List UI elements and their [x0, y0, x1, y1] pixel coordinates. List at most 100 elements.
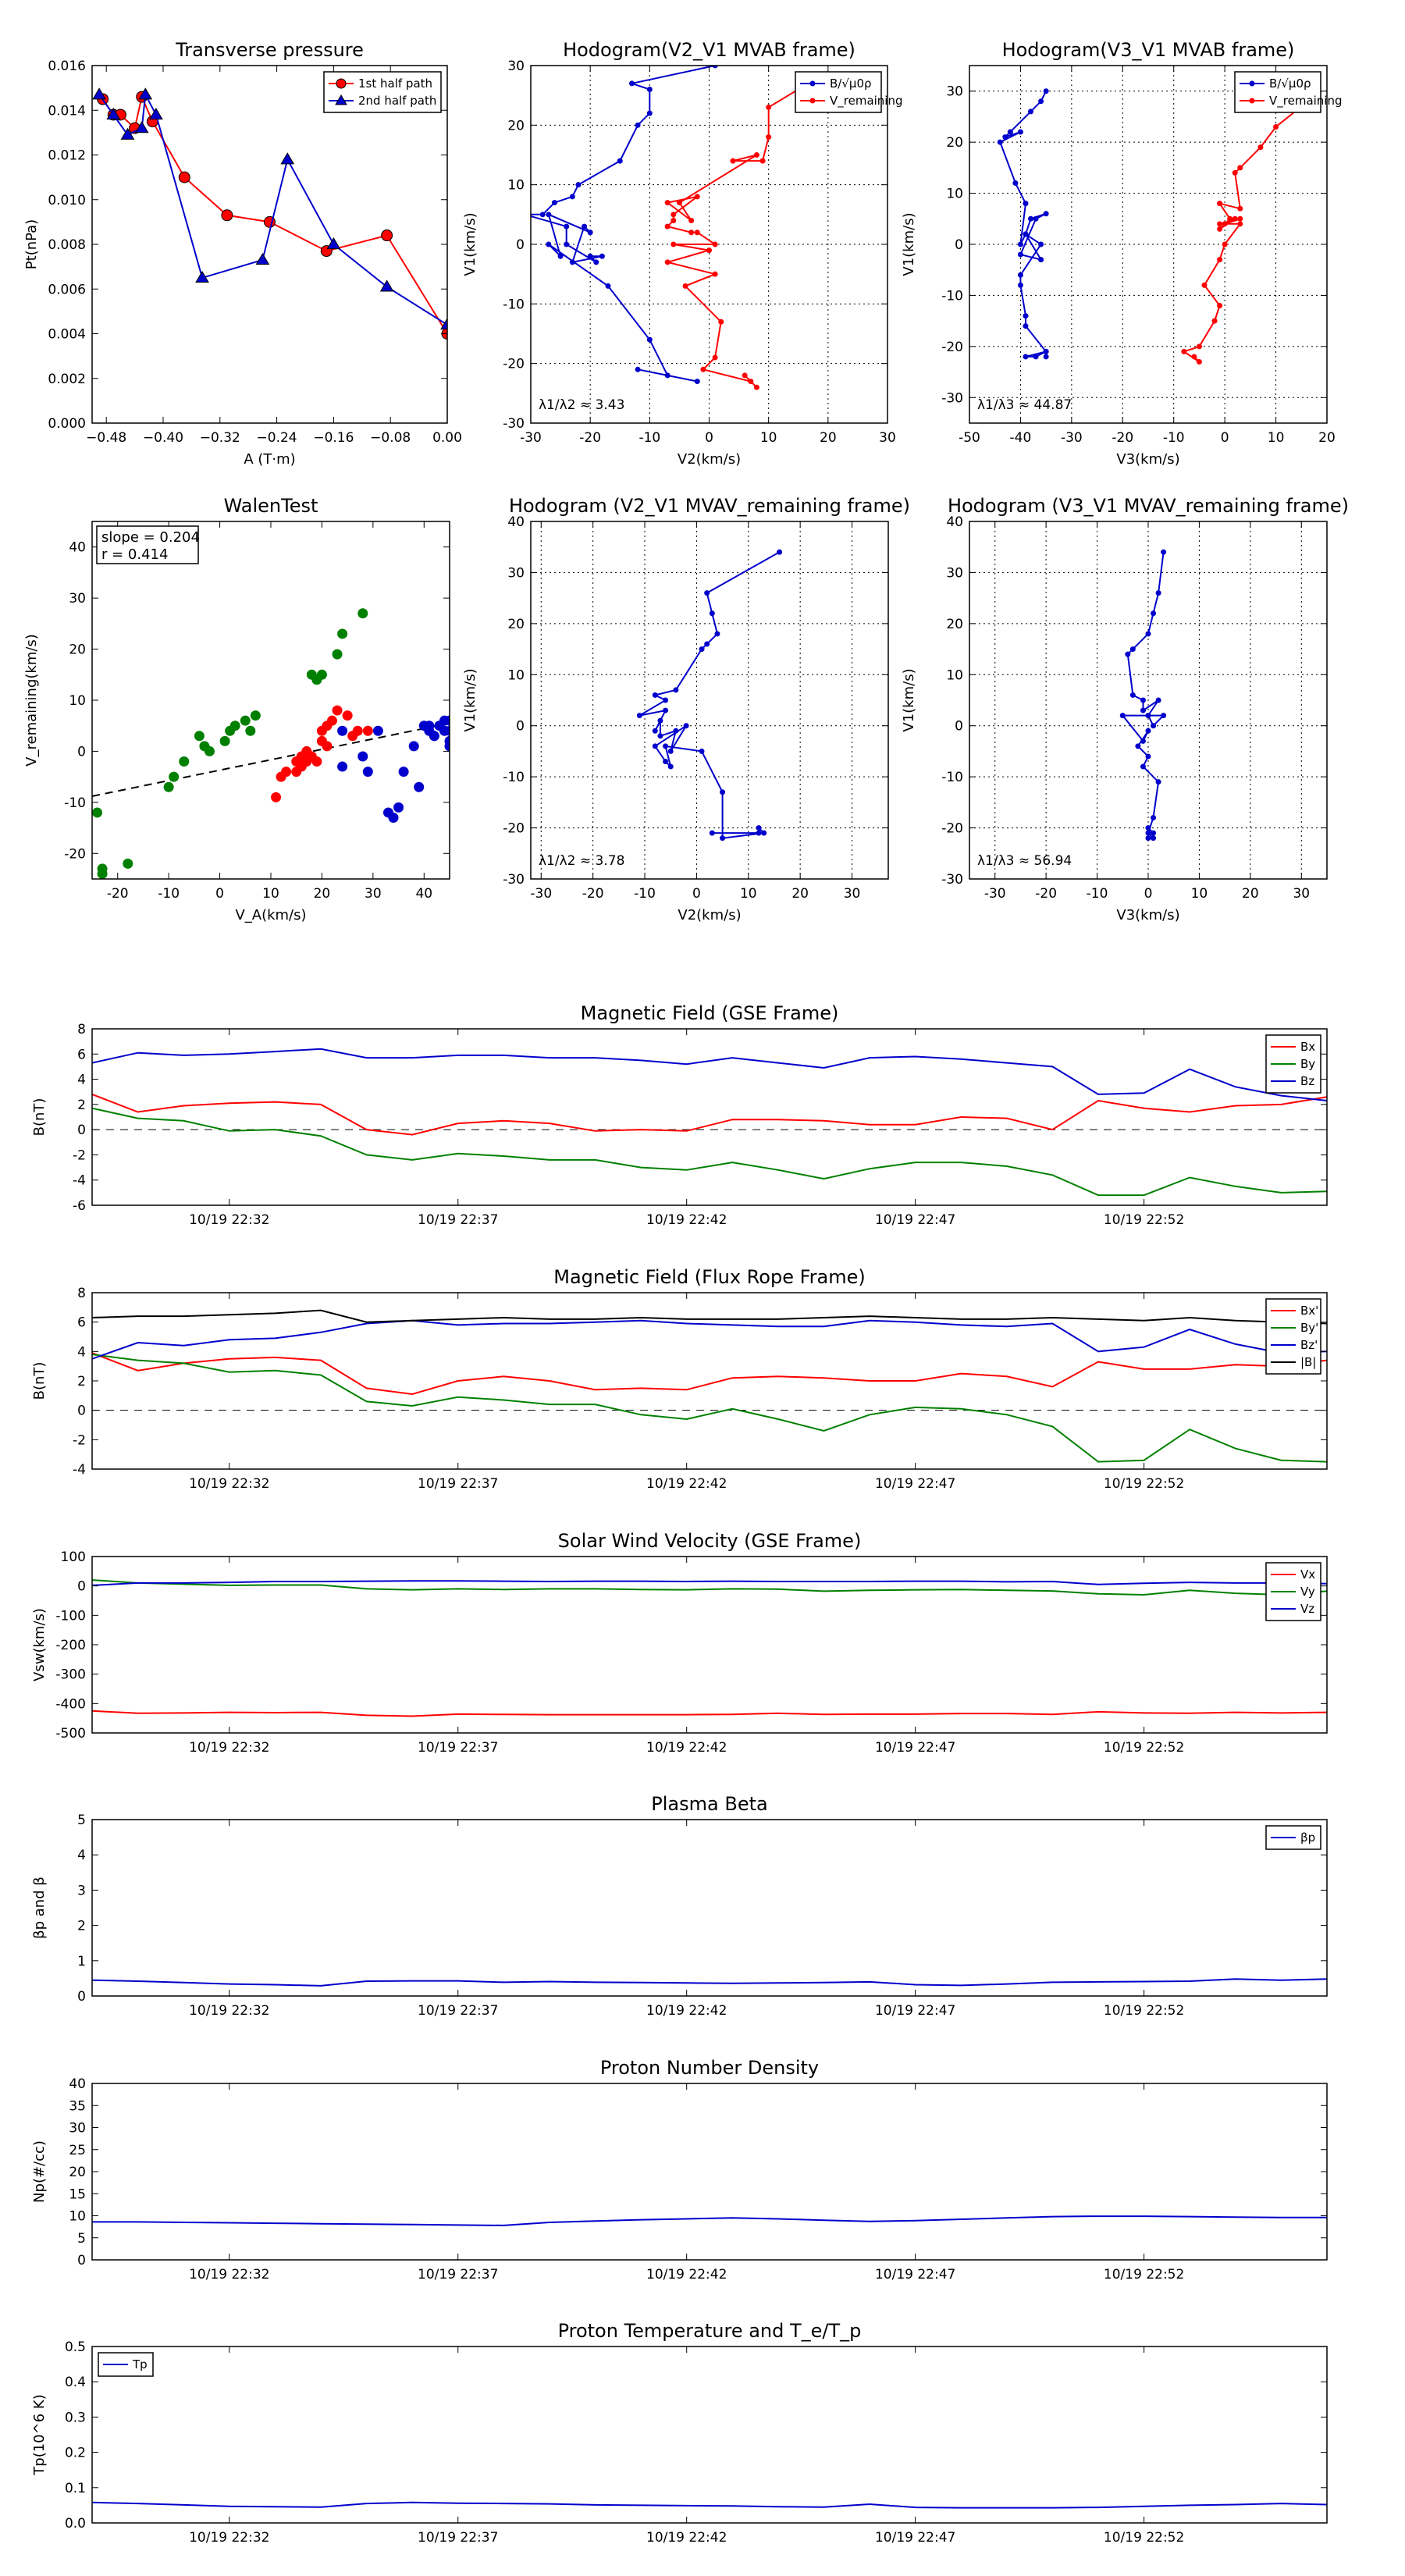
x-tick-label: 10/19 22:42: [646, 2003, 727, 2019]
data-point: [1237, 165, 1243, 171]
x-tick-label: -30: [1061, 430, 1083, 446]
series-line: [92, 1710, 1327, 1717]
x-tick-label: -30: [984, 886, 1006, 902]
legend-entry: V_remaining: [1240, 94, 1343, 109]
data-point: [178, 171, 190, 183]
data-point: [134, 121, 149, 133]
x-tick-label: 10/19 22:52: [1104, 2267, 1184, 2282]
y-tick-label: -20: [941, 821, 963, 837]
series-0: [92, 608, 368, 879]
x-tick-label: -20: [579, 430, 601, 446]
y-tick-label: 10: [69, 693, 86, 709]
series-line: [92, 2215, 1327, 2226]
data-point: [599, 253, 605, 259]
series-line: [664, 88, 799, 388]
data-point: [271, 792, 282, 802]
series-line: [98, 91, 447, 326]
y-tick-label: 10: [946, 667, 963, 683]
y-tick-label: 10: [507, 178, 525, 194]
series-Vy: [92, 1579, 1327, 1596]
y-tick-label: 0: [77, 1123, 86, 1138]
annotation-text: λ1/λ3 ≈ 56.94: [977, 853, 1072, 869]
plot-frame: [91, 65, 448, 424]
series-βp: [92, 1978, 1327, 1987]
data-point: [1237, 221, 1243, 227]
data-point: [1145, 835, 1151, 841]
series-Bx: [92, 1093, 1327, 1136]
legend-entry: V_remaining: [800, 94, 903, 109]
y-tick-label: 40: [69, 2076, 86, 2092]
data-point: [1033, 354, 1039, 360]
plot-area: [92, 1978, 1327, 1987]
y-axis-label: Pt(nPa): [23, 219, 40, 269]
data-point: [997, 139, 1003, 145]
data-point: [1140, 697, 1146, 703]
data-point: [646, 336, 653, 343]
data-point: [372, 725, 383, 736]
series-Bx': [92, 1352, 1327, 1396]
x-tick-label: 0: [215, 886, 224, 902]
legend-label: By': [1300, 1321, 1318, 1335]
y-axis-label: B(nT): [31, 1362, 48, 1400]
data-point: [444, 715, 450, 726]
legend-label: 2nd half path: [358, 94, 436, 108]
y-tick-label: 0: [955, 237, 963, 253]
legend-label: Bx: [1300, 1040, 1315, 1054]
x-tick-label: 10: [740, 886, 757, 902]
data-point: [106, 107, 121, 120]
x-tick-label: 10/19 22:52: [1104, 2003, 1184, 2019]
series-0: [636, 549, 783, 841]
y-axis-label: βp and β: [31, 1877, 48, 1939]
legend-label: Vx: [1300, 1567, 1315, 1582]
data-point: [712, 354, 718, 361]
data-point: [1023, 313, 1029, 319]
data-point: [362, 725, 373, 736]
data-point: [1211, 318, 1218, 324]
data-point: [280, 152, 295, 165]
chart-title: WalenTest: [224, 495, 318, 517]
y-tick-label: -30: [941, 872, 963, 888]
data-point: [429, 731, 439, 742]
data-point: [1217, 257, 1223, 263]
data-point: [1028, 109, 1034, 115]
data-point: [97, 868, 108, 879]
data-point: [1140, 763, 1146, 770]
data-point: [1161, 549, 1167, 555]
y-tick-label: 40: [507, 514, 525, 530]
series-B/√μ0ρ: [531, 66, 718, 385]
data-point: [766, 134, 772, 141]
y-tick-label: 5: [77, 1813, 86, 1828]
y-tick-label: 30: [69, 2121, 86, 2137]
data-point: [694, 379, 700, 385]
y-tick-label: 20: [946, 135, 963, 151]
y-tick-label: 10: [507, 667, 525, 683]
y-tick-label: -20: [503, 821, 525, 837]
data-point: [564, 241, 570, 247]
series-line: [92, 1093, 1327, 1136]
data-point: [587, 229, 593, 236]
data-point: [1023, 323, 1029, 329]
data-point: [1227, 215, 1233, 222]
legend-entry: Vz: [1271, 1602, 1314, 1616]
x-tick-label: 10/19 22:47: [875, 2267, 955, 2282]
chart-h2: Hodogram(V3_V1 MVAB frame) -50 -40 -30 -20 -1…: [901, 39, 1343, 468]
chart-title: Hodogram (V2_V1 MVAV_remaining frame): [509, 495, 910, 517]
series-1st half path: [97, 91, 447, 340]
y-tick-label: 0.004: [48, 327, 86, 343]
data-point: [352, 725, 363, 736]
legend: Tp: [98, 2352, 154, 2377]
data-point: [756, 830, 762, 836]
data-point: [720, 835, 726, 841]
data-point: [628, 80, 635, 87]
data-point: [1222, 221, 1228, 227]
chart-title: Plasma Beta: [651, 1793, 767, 1815]
y-tick-label: -20: [941, 340, 963, 355]
chart-title: Proton Number Density: [600, 2057, 819, 2079]
data-point: [635, 366, 641, 372]
data-point: [1043, 354, 1049, 360]
data-point: [281, 767, 292, 777]
data-point: [414, 781, 425, 792]
data-point: [663, 697, 669, 703]
data-point: [1237, 215, 1243, 222]
data-point: [1033, 215, 1039, 222]
